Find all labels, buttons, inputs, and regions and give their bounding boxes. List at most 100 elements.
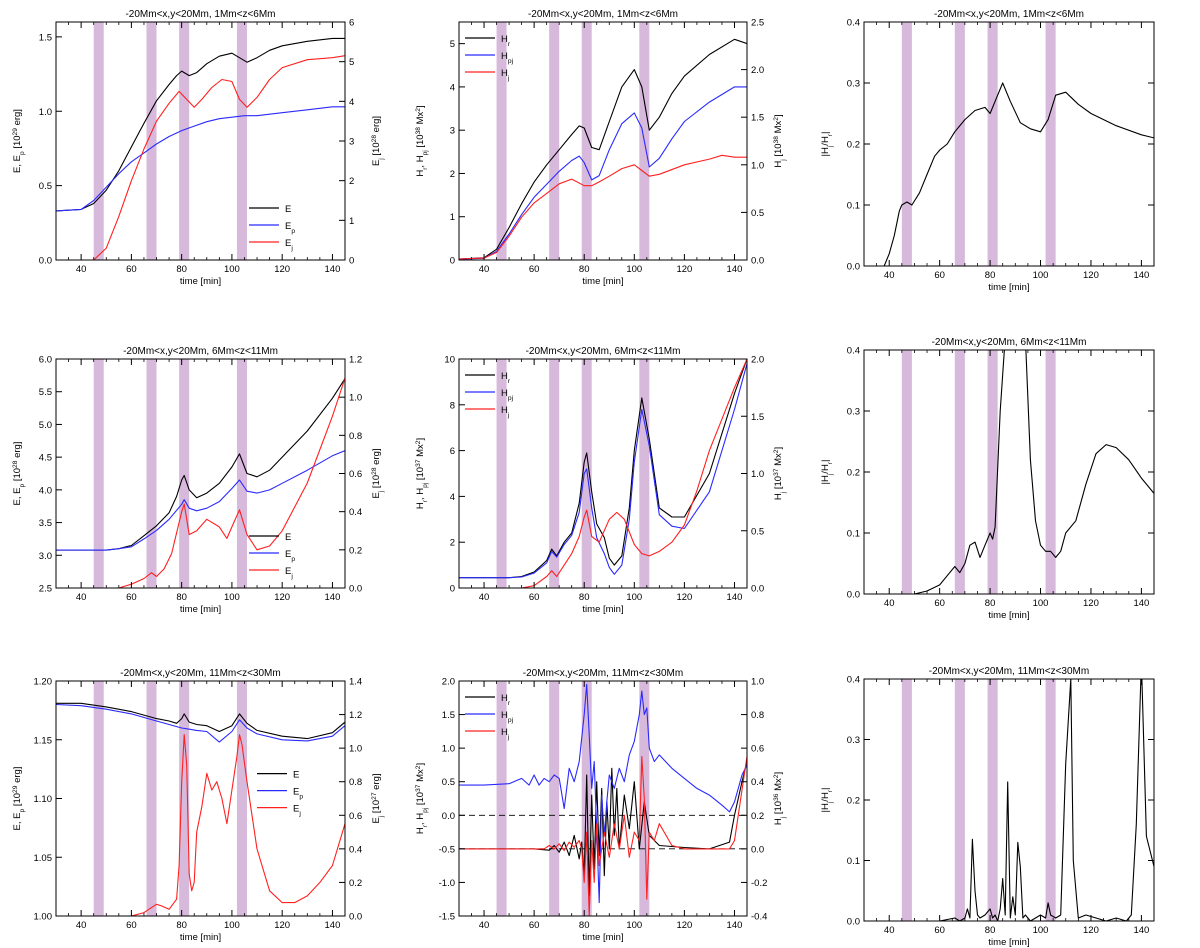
time-band (496, 359, 507, 588)
y2-tick-label: 0.2 (349, 545, 362, 556)
x-tick-label: 140 (1133, 270, 1149, 281)
y2-tick-label: 0.6 (349, 469, 362, 480)
series-ej-line (56, 55, 345, 260)
y-tick-label: -1.5 (439, 912, 455, 923)
y-tick-label: 1.5 (39, 32, 52, 43)
series-hjhr-line (914, 350, 1154, 594)
legend-label: Hpj (501, 51, 514, 65)
x-axis-label: time [min] (180, 604, 221, 615)
legend-label: Hj (501, 727, 510, 741)
y-tick-label: 8 (450, 400, 455, 411)
y2-tick-label: 0.6 (751, 744, 764, 755)
y2-tick-label: 1.5 (751, 412, 764, 423)
series-hr-line (459, 38, 747, 260)
time-band (987, 679, 998, 921)
y-tick-label: 3 (450, 126, 455, 137)
x-axis-label: time [min] (582, 276, 623, 287)
y-tick-label: 0.4 (847, 18, 860, 29)
time-band (496, 681, 507, 916)
y-tick-label: 1.15 (34, 735, 53, 746)
series-hj-line (459, 154, 747, 260)
y2-axis-label: Hj [1038 Mx2] (773, 114, 787, 167)
x-tick-label: 120 (1083, 598, 1099, 609)
y2-tick-label: 5 (349, 57, 354, 68)
legend-label: Hr (501, 371, 511, 385)
x-axis-label: time [min] (582, 932, 623, 943)
y-tick-label: 1.10 (34, 794, 53, 805)
y-tick-label: 0.1 (847, 529, 860, 540)
y-tick-label: 0.2 (847, 468, 860, 479)
series-e-line (56, 378, 345, 551)
y-tick-label: 1.5 (442, 710, 455, 721)
y-tick-label: 1.0 (442, 744, 455, 755)
panel-title: -20Mm<x,y<20Mm, 11Mm<z<30Mm (523, 668, 683, 679)
y-tick-label: 2.0 (442, 677, 455, 688)
y-tick-label: 6 (450, 446, 455, 457)
x-tick-label: 40 (479, 264, 490, 275)
x-axis-label: time [min] (988, 937, 1029, 948)
y2-tick-label: 1 (349, 216, 354, 227)
x-tick-label: 40 (76, 920, 87, 931)
x-tick-label: 140 (1133, 925, 1149, 936)
x-axis-label: time [min] (988, 282, 1029, 293)
y2-tick-label: 2.0 (751, 65, 764, 76)
y2-tick-label: 1.0 (751, 160, 764, 171)
y-tick-label: 0 (450, 256, 455, 267)
y2-tick-label: 1.2 (349, 710, 362, 721)
y2-tick-label: 0.0 (751, 256, 764, 267)
time-band (1045, 679, 1056, 921)
time-band (954, 22, 965, 266)
time-band (901, 679, 912, 921)
y-tick-label: 0.1 (847, 201, 860, 212)
y-tick-label: 0.0 (847, 590, 860, 601)
legend-label: Ep (285, 549, 295, 563)
x-tick-label: 80 (579, 264, 590, 275)
time-band (549, 22, 560, 260)
y-tick-label: 1.00 (34, 912, 53, 923)
y-tick-label: 1.0 (39, 107, 52, 118)
x-tick-label: 100 (626, 592, 642, 603)
y-tick-label: 4 (450, 82, 455, 93)
time-band (236, 22, 247, 260)
y2-tick-label: -0.2 (751, 878, 767, 889)
y-tick-label: 4.5 (39, 453, 52, 464)
y2-tick-label: 2.5 (751, 18, 764, 29)
time-band (549, 681, 560, 916)
y-axis-label: E, Ep [1029 erg] (12, 109, 26, 173)
x-tick-label: 120 (274, 592, 290, 603)
y2-tick-label: 1.0 (751, 677, 764, 688)
x-tick-label: 80 (985, 598, 996, 609)
time-band (146, 681, 157, 916)
legend: Hr Hpj Hj (465, 371, 514, 419)
x-tick-label: 40 (76, 592, 87, 603)
y2-tick-label: 0.4 (751, 777, 764, 788)
x-tick-label: 40 (479, 592, 490, 603)
y2-tick-label: 0.5 (751, 208, 764, 219)
y2-tick-label: 0.0 (751, 584, 764, 595)
legend-label: Ej (293, 804, 301, 818)
legend: Hr Hpj Hj (465, 693, 514, 741)
x-tick-label: 40 (479, 920, 490, 931)
y-tick-label: 0.5 (39, 181, 52, 192)
y-tick-label: 0.0 (442, 811, 455, 822)
x-tick-label: 80 (176, 592, 187, 603)
y-tick-label: 1 (450, 212, 455, 223)
y-axis-label: Hr, Hpj [1038 Mx2] (415, 105, 429, 176)
x-tick-label: 40 (884, 270, 895, 281)
legend-label: Ep (293, 787, 303, 801)
x-tick-label: 60 (529, 920, 540, 931)
y-tick-label: 5.0 (39, 420, 52, 431)
x-tick-label: 40 (884, 598, 895, 609)
x-tick-label: 120 (676, 592, 692, 603)
x-tick-label: 100 (1033, 598, 1049, 609)
legend-label: Ep (285, 221, 295, 235)
time-band (179, 681, 190, 916)
x-tick-label: 120 (676, 920, 692, 931)
x-tick-label: 140 (1133, 598, 1149, 609)
x-tick-label: 80 (579, 920, 590, 931)
time-band (987, 22, 998, 266)
panel-title: -20Mm<x,y<20Mm, 1Mm<z<6Mm (528, 9, 678, 20)
x-tick-label: 100 (224, 592, 240, 603)
series-hpj-line (459, 86, 747, 260)
